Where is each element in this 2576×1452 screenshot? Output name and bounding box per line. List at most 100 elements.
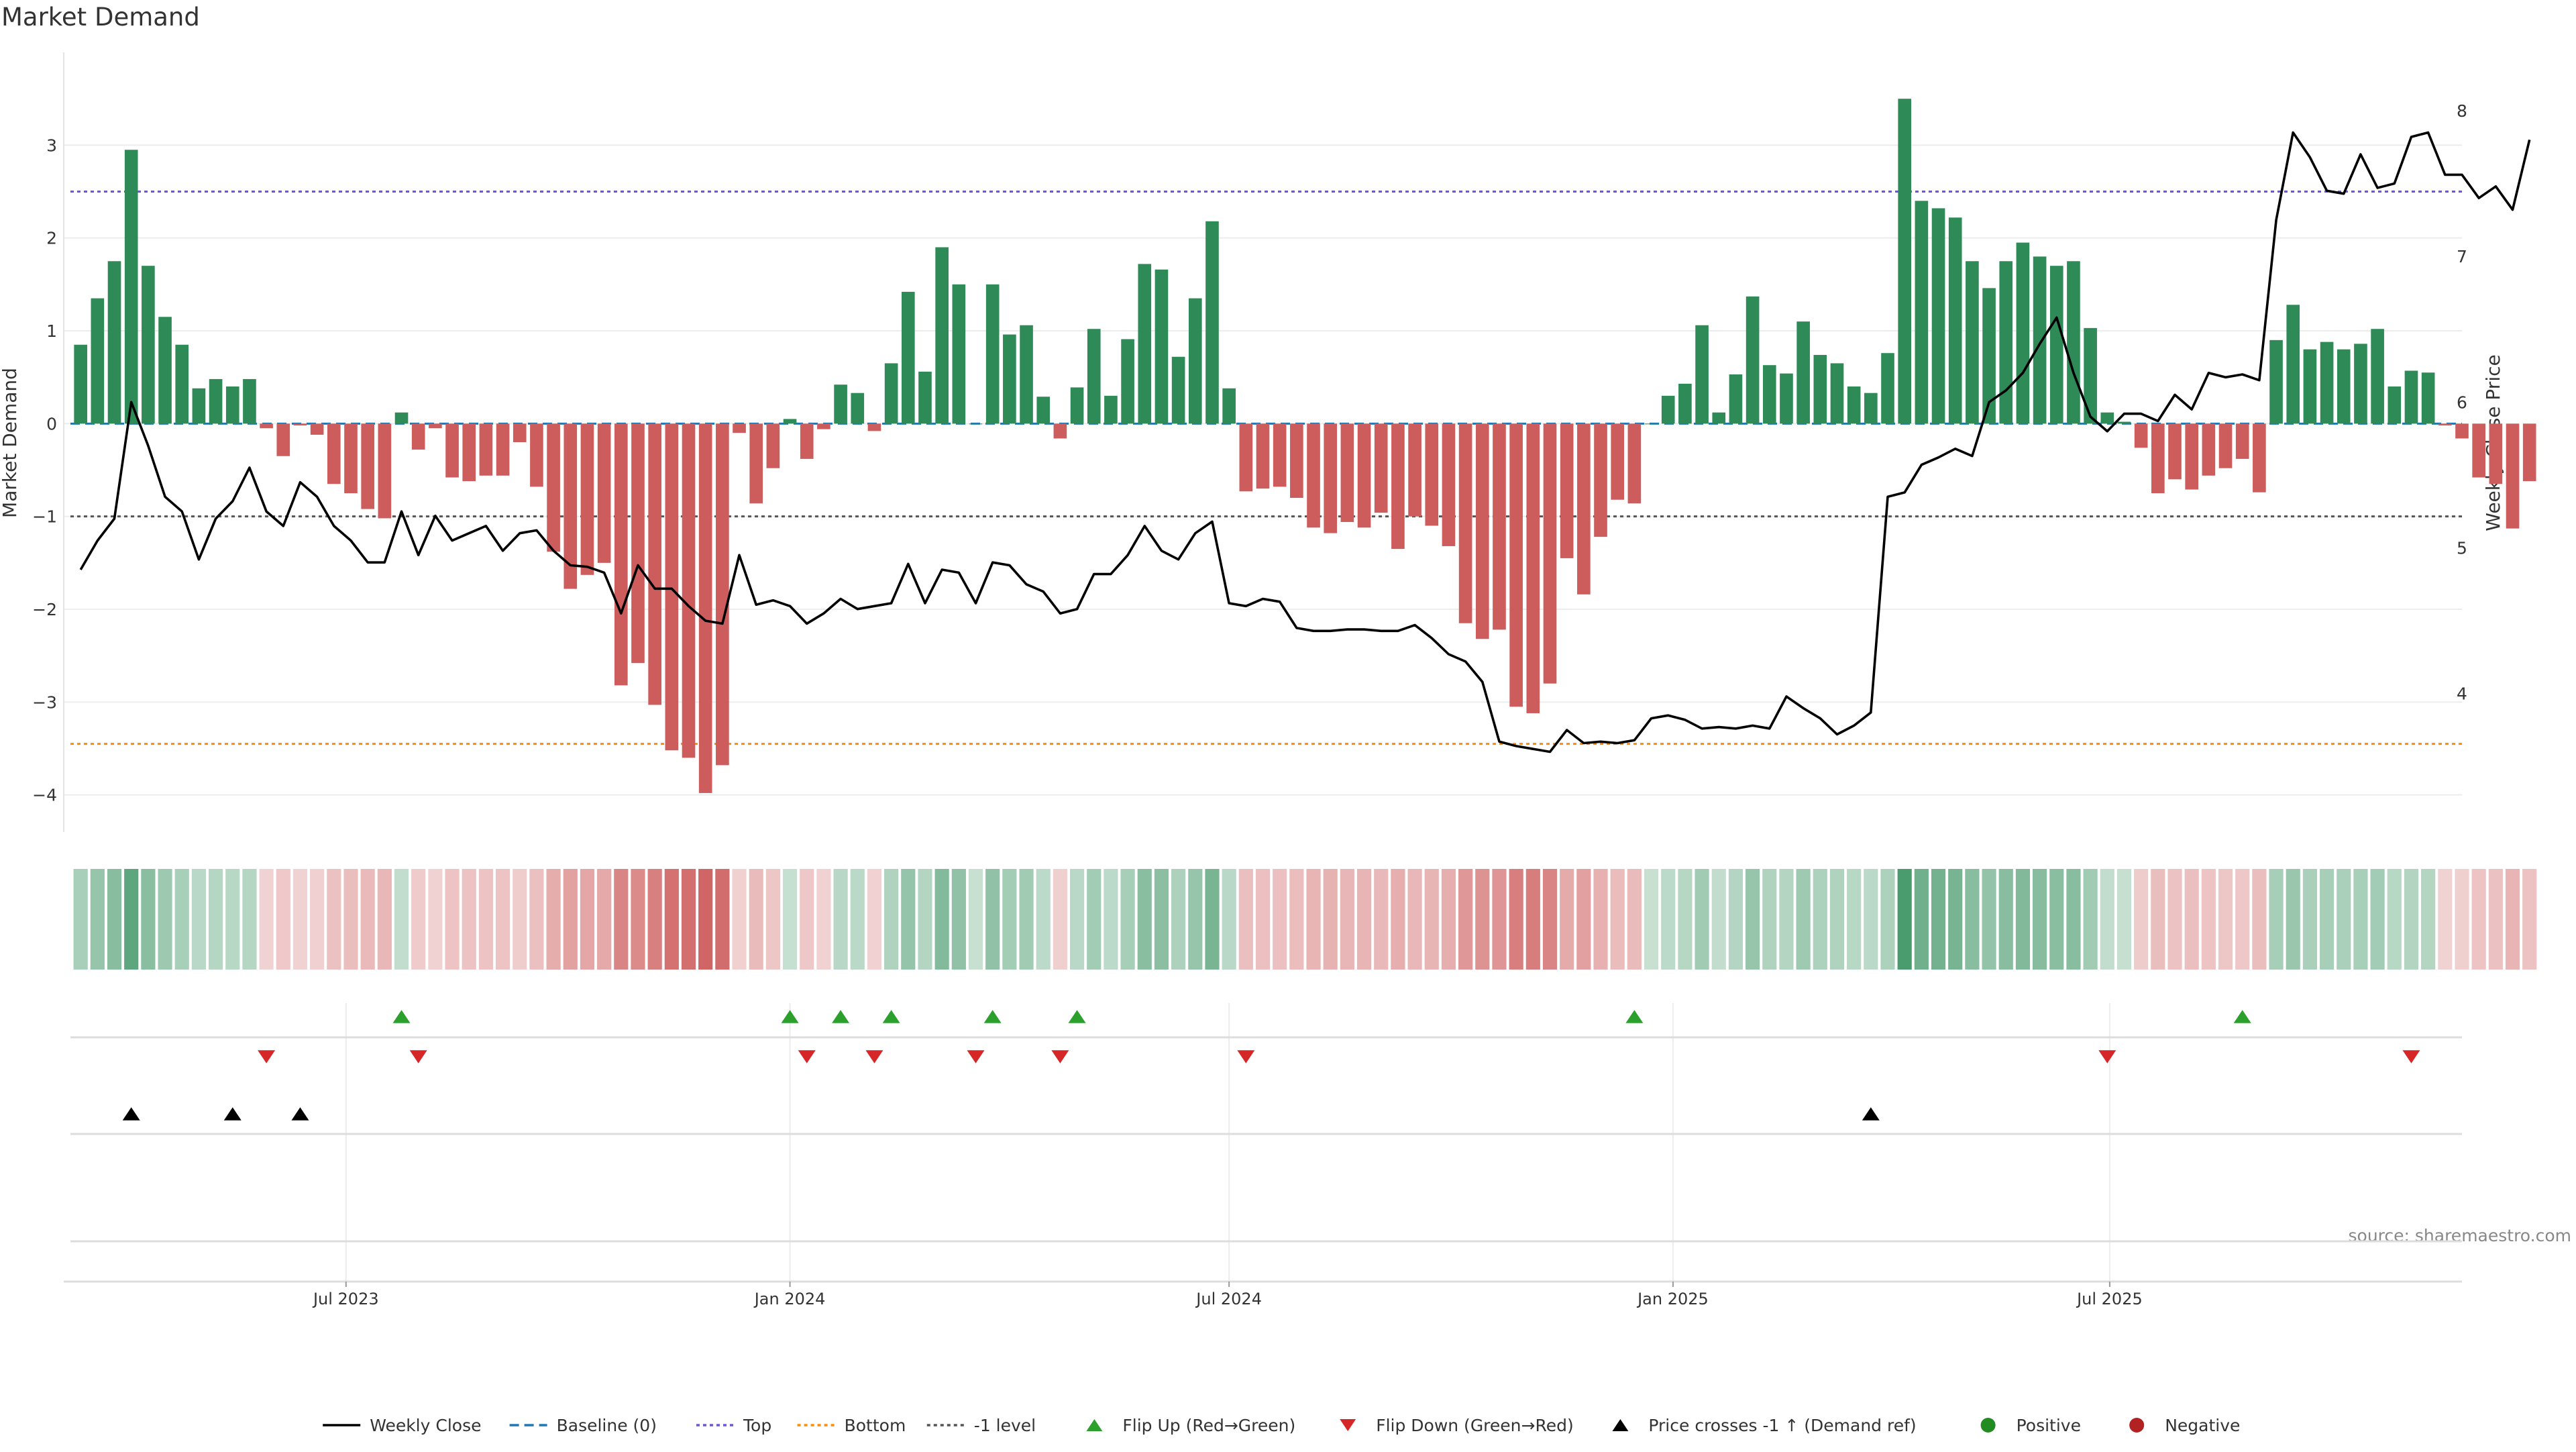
heat-cell (2320, 869, 2334, 970)
demand-bar (378, 423, 392, 519)
heat-cell (1610, 869, 1625, 970)
heat-cell (1475, 869, 1490, 970)
demand-bar (1475, 423, 1489, 639)
heat-cell (1897, 869, 1912, 970)
heat-cell (90, 869, 105, 970)
demand-bar (1948, 217, 1962, 424)
demand-bar (1999, 261, 2013, 424)
demand-bar (783, 419, 797, 424)
demand-bar (1273, 423, 1287, 487)
legend-swatch (1980, 1418, 1996, 1433)
demand-bar (1256, 423, 1270, 489)
demand-bar (74, 344, 87, 424)
demand-bar (969, 423, 983, 425)
flip-down-marker (1237, 1050, 1255, 1064)
demand-bar (1543, 423, 1557, 684)
demand-bar (1898, 99, 1912, 424)
heat-cell (1120, 869, 1135, 970)
flip-up-marker (882, 1010, 900, 1023)
demand-bar (1695, 325, 1709, 424)
heat-cell (124, 869, 139, 970)
heat-cell (1560, 869, 1574, 970)
legend-item: -1 level (926, 1416, 1036, 1435)
legend-label: -1 level (974, 1416, 1036, 1435)
heat-cell (1036, 869, 1051, 970)
demand-bar (209, 378, 223, 424)
flip-up-marker (2233, 1010, 2251, 1023)
demand-bar (1627, 423, 1642, 504)
heat-cell (765, 869, 780, 970)
demand-bar (1881, 353, 1894, 424)
demand-bar (733, 423, 746, 433)
heat-cell (2015, 869, 2031, 970)
heat-cell (968, 869, 983, 970)
legend-swatch (2129, 1418, 2145, 1433)
heat-cell (2505, 869, 2520, 970)
demand-bar (2016, 242, 2030, 424)
heat-cell (225, 869, 240, 970)
heat-cell (2252, 869, 2267, 970)
heat-cell (360, 869, 375, 970)
heat-cell (2269, 869, 2284, 970)
heat-cell (800, 869, 814, 970)
demand-bar (1830, 363, 1844, 424)
heat-cell (1542, 869, 1558, 970)
demand-bar (327, 423, 341, 484)
heat-cell (1914, 869, 1929, 970)
heat-cell (2353, 869, 2368, 970)
x-tick-label: Jul 2025 (2076, 1290, 2143, 1308)
demand-bar (1425, 423, 1439, 526)
heat-cell (2370, 869, 2385, 970)
heat-cell (597, 869, 612, 970)
heat-cell (1796, 869, 1811, 970)
heat-cell (1306, 869, 1321, 970)
demand-bar (1121, 339, 1134, 424)
heat-cell (2421, 869, 2436, 970)
legend-label: Flip Down (Green→Red) (1376, 1416, 1574, 1435)
demand-bar (2084, 327, 2097, 424)
legend-item: Top (696, 1416, 771, 1435)
heat-cell (478, 869, 493, 970)
weekly-close-line (79, 131, 2531, 754)
demand-bar (665, 423, 679, 751)
flip-down-marker (865, 1050, 883, 1064)
heat-cell (1273, 869, 1287, 970)
heat-cell (1998, 869, 2013, 970)
legend-item: Bottom (797, 1416, 906, 1435)
demand-bar (1611, 423, 1625, 500)
y-tick-label: −4 (32, 786, 57, 805)
demand-bar (1746, 296, 1760, 424)
demand-bar (496, 423, 510, 476)
demand-bar (952, 284, 966, 424)
heat-cell (2100, 869, 2114, 970)
heat-cell (2438, 869, 2453, 970)
demand-bar (124, 150, 138, 424)
demand-bar (867, 423, 881, 431)
flip-up-marker (832, 1010, 850, 1023)
heat-cell (2455, 869, 2469, 970)
demand-bar (1374, 423, 1388, 513)
demand-bar (800, 423, 814, 459)
demand-bar (1780, 373, 1793, 424)
demand-bar (716, 423, 729, 766)
demand-bar (462, 423, 476, 482)
heat-cell (2286, 869, 2300, 970)
heat-cell (495, 869, 511, 970)
demand-bar (1560, 423, 1574, 558)
demand-bar (2472, 423, 2485, 478)
y-tick-label: −3 (32, 692, 57, 712)
flip-down-marker (2402, 1050, 2420, 1064)
x-tick-label: Jan 2024 (753, 1290, 826, 1308)
demand-bar (2185, 423, 2199, 490)
demand-bar (429, 423, 442, 429)
heat-cell (1441, 869, 1456, 970)
legend-swatch (1340, 1419, 1356, 1431)
heat-cell (276, 869, 290, 970)
demand-bar (2151, 423, 2165, 494)
legend-label: Positive (2017, 1416, 2081, 1435)
demand-bar (2253, 423, 2266, 492)
demand-bar (1526, 423, 1540, 713)
heat-cell (2387, 869, 2402, 970)
heat-cell (1205, 869, 1220, 970)
demand-bar (1036, 397, 1051, 424)
